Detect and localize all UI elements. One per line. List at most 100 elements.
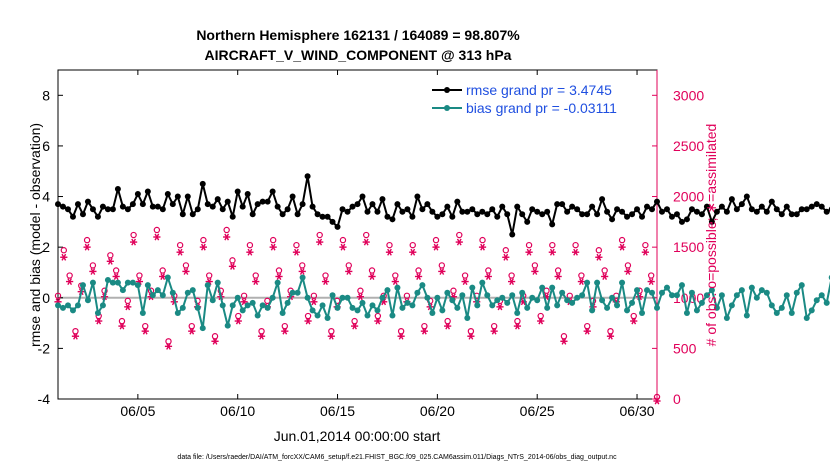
bias-point: [74, 302, 81, 309]
bias-point: [619, 279, 626, 286]
chart-title-line2: AIRCRAFT_V_WIND_COMPONENT @ 313 hPa: [205, 47, 512, 63]
obs-star-stroke: [485, 273, 491, 280]
bias-point: [429, 309, 436, 316]
rmse-point: [703, 203, 710, 210]
bias-point: [474, 302, 481, 309]
bias-point: [324, 315, 331, 322]
obs-star-stroke: [253, 278, 259, 286]
x-tick-label: 06/25: [520, 403, 555, 419]
rmse-point: [454, 198, 461, 205]
rmse-point: [339, 206, 346, 213]
y2-tick-label: 1500: [673, 239, 704, 255]
bias-point: [529, 294, 536, 301]
rmse-point: [763, 208, 770, 215]
bias-point: [818, 292, 825, 299]
obs-star-stroke: [421, 327, 427, 335]
obs-star-stroke: [352, 322, 357, 330]
obs-star-stroke: [648, 278, 654, 286]
bias-point: [658, 289, 665, 296]
rmse-point: [499, 203, 506, 210]
bias-point: [239, 307, 246, 314]
bias-point: [344, 294, 351, 301]
bias-point: [69, 307, 76, 314]
bias-point: [634, 287, 641, 294]
bias-point: [663, 284, 670, 291]
rmse-point: [179, 211, 186, 218]
bias-point: [559, 289, 566, 296]
obs-assimilated-marker: [153, 233, 161, 241]
obs-possible-marker: [537, 312, 544, 320]
bias-point: [209, 297, 216, 304]
obs-assimilated-marker: [461, 278, 469, 286]
bias-point: [404, 299, 411, 306]
obs-possible-marker: [310, 292, 318, 299]
rmse-point: [743, 193, 750, 200]
bias-point: [773, 309, 780, 316]
rmse-point: [184, 193, 191, 200]
bias-point: [554, 302, 561, 309]
obs-assimilated-marker: [176, 248, 184, 256]
obs-assimilated-marker: [455, 238, 463, 246]
obs-assimilated-marker: [246, 248, 254, 256]
y2-axis-label: # of obs: o=possible; ∗=assimilated: [703, 124, 719, 347]
obs-assimilated-marker: [60, 253, 68, 261]
rmse-point: [244, 191, 251, 198]
obs-possible-marker: [647, 272, 655, 279]
rmse-point: [349, 203, 356, 210]
obs-assimilated-marker: [310, 298, 318, 306]
x-axis-ticks: 06/05 06/10 06/15 06/20 06/25 06/30: [120, 70, 655, 419]
obs-star-stroke: [392, 278, 398, 286]
rmse-point: [783, 203, 790, 210]
obs-star-stroke: [509, 278, 515, 286]
obs-assimilated-marker: [630, 317, 638, 325]
obs-assimilated-marker: [362, 238, 370, 246]
obs-star-stroke: [642, 248, 648, 256]
obs-possible-marker: [531, 262, 539, 269]
obs-star-stroke: [456, 238, 462, 246]
bias-point: [594, 279, 601, 286]
bias-series: [55, 274, 830, 332]
x-axis-label: Jun.01,2014 00:00:00 start: [274, 428, 441, 444]
y2-tick-label: 3000: [673, 87, 704, 103]
rmse-point: [429, 208, 436, 215]
rmse-point: [329, 218, 336, 225]
rmse-point: [154, 203, 161, 210]
obs-possible-marker: [421, 322, 428, 330]
bias-point: [159, 292, 166, 299]
rmse-point: [399, 208, 406, 215]
rmse-point: [534, 208, 541, 215]
rmse-point: [299, 201, 306, 208]
rmse-point: [614, 206, 621, 213]
rmse-point: [564, 208, 571, 215]
obs-assimilated-marker: [327, 332, 335, 340]
rmse-point: [374, 208, 381, 215]
obs-assimilated-marker: [350, 322, 359, 330]
rmse-point: [79, 211, 86, 218]
bias-point: [84, 297, 91, 304]
rmse-point: [589, 203, 596, 210]
obs-star-stroke: [608, 332, 613, 340]
rmse-point: [239, 203, 246, 210]
bias-point: [753, 294, 760, 301]
obs-assimilated-marker: [211, 337, 219, 345]
bias-point: [414, 289, 421, 296]
rmse-point: [644, 203, 651, 210]
rmse-point: [708, 218, 715, 225]
bias-point: [389, 312, 396, 319]
obs-star-stroke: [346, 267, 352, 275]
y-tick-label: 6: [42, 138, 50, 154]
y-tick-label: -4: [38, 391, 51, 407]
rmse-point: [609, 216, 616, 223]
rmse-point: [464, 208, 471, 215]
bias-point: [374, 307, 381, 314]
bias-point: [519, 289, 526, 296]
bias-point: [214, 279, 221, 286]
obs-star-stroke: [416, 273, 421, 280]
bias-point: [763, 289, 770, 296]
bias-point: [459, 292, 466, 299]
rmse-point: [139, 201, 146, 208]
legend-bias-label: bias grand pr = -0.03111: [466, 100, 617, 116]
obs-possible-marker: [432, 236, 440, 244]
obs-assimilated-marker: [490, 327, 498, 335]
obs-star-stroke: [282, 327, 288, 335]
